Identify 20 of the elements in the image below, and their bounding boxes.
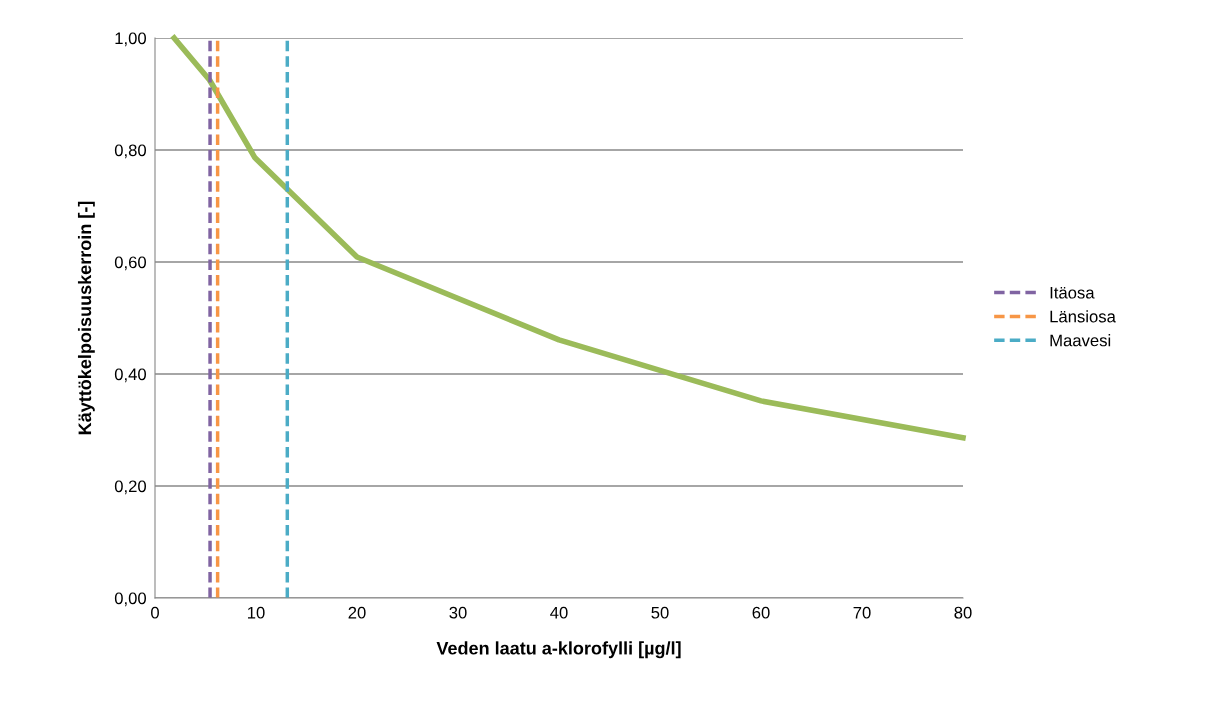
legend-label: Maavesi [1050,334,1111,347]
x-tick-label: 70 [853,606,871,619]
x-tick-label: 80 [954,606,972,619]
legend-label: Länsiosa [1050,310,1116,323]
x-tick-label: 60 [752,606,770,619]
y-tick-label: 0,00 [114,592,147,607]
y-tick-label: 0,60 [114,256,147,271]
x-tick-label: 40 [550,606,568,619]
y-tick-label: 1,00 [115,32,147,47]
x-tick-label: 20 [348,606,366,619]
x-tick-label: 10 [248,606,265,619]
y-axis-title: Käyttökelpoisuuskerroin [-] [77,201,95,435]
x-tick-label: 30 [449,606,467,619]
x-tick-label: 0 [151,606,159,619]
x-axis-title: Veden laatu a-klorofylli [µg/l] [436,641,681,659]
y-tick-label: 0,80 [114,144,147,159]
legend-label: Itäosa [1050,286,1095,299]
y-tick-label: 0,20 [114,480,147,495]
y-tick-label: 0,40 [114,368,147,383]
x-tick-label: 50 [651,606,669,619]
